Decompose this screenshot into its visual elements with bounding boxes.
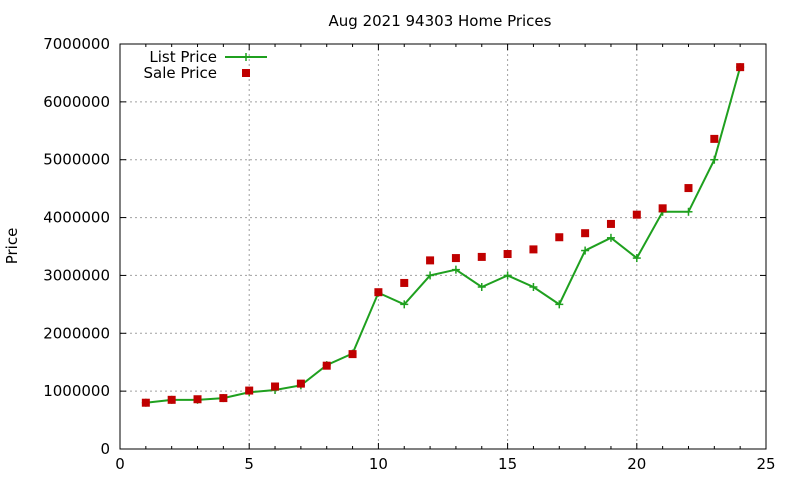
y-tick-label: 6000000 xyxy=(43,93,110,111)
list-price-point xyxy=(632,254,641,263)
sale-price-point xyxy=(426,256,435,265)
sale-price-point xyxy=(606,219,615,228)
chart-title: Aug 2021 94303 Home Prices xyxy=(329,12,552,30)
grid xyxy=(120,44,766,449)
x-tick-label: 5 xyxy=(244,455,254,473)
list-price-point xyxy=(684,207,693,216)
sale-price-point xyxy=(658,204,667,213)
sale-price-point xyxy=(245,386,254,395)
list-price-point xyxy=(477,283,486,291)
sale-price-point xyxy=(555,233,564,242)
legend-label-sale-price: Sale Price xyxy=(144,64,217,82)
y-tick-label: 0 xyxy=(100,440,110,458)
sale-price-point xyxy=(529,245,538,254)
sale-price-point xyxy=(710,134,719,143)
y-axis-label: Price xyxy=(3,228,21,265)
sale-price-point xyxy=(348,350,357,359)
plot-area xyxy=(141,63,745,407)
sale-price-point xyxy=(374,288,383,297)
legend-swatch-sale-price xyxy=(242,69,250,77)
list-price-point xyxy=(606,233,615,242)
x-tick-label: 25 xyxy=(756,455,775,473)
x-tick-label: 20 xyxy=(627,455,646,473)
sale-price-point xyxy=(271,382,280,391)
y-tick-label: 7000000 xyxy=(43,35,110,53)
list-price-point xyxy=(451,265,460,274)
sale-price-point xyxy=(581,229,590,238)
y-tick-label: 2000000 xyxy=(43,324,110,342)
sale-price-point xyxy=(193,395,202,404)
sale-price-point xyxy=(167,395,176,404)
axes: 0 5 10 15 20 25 0 1000000 2000000 3000000 4000000 5… xyxy=(43,35,775,473)
sale-price-point xyxy=(296,379,305,388)
list-price-point xyxy=(710,155,719,164)
sale-price-point xyxy=(632,210,641,219)
x-tick-label: 0 xyxy=(115,455,125,473)
x-tick-label: 10 xyxy=(369,455,388,473)
list-price-point xyxy=(400,300,409,309)
sale-price-point xyxy=(141,398,150,407)
list-price-point xyxy=(426,271,435,280)
plot-border xyxy=(119,43,767,450)
sale-price-point xyxy=(503,250,512,259)
list-price-point xyxy=(503,271,512,280)
list-price-point xyxy=(529,283,538,291)
sale-price-point xyxy=(451,254,460,263)
sale-price-point xyxy=(219,394,228,403)
sale-price-point xyxy=(736,63,745,72)
y-tick-label: 4000000 xyxy=(43,209,110,227)
sale-price-point xyxy=(400,278,409,287)
list-price-point xyxy=(581,246,590,255)
y-tick-label: 1000000 xyxy=(43,382,110,400)
y-tick-label: 3000000 xyxy=(43,266,110,284)
x-tick-label: 15 xyxy=(498,455,517,473)
list-price-line xyxy=(145,66,742,404)
sale-price-point xyxy=(477,252,486,261)
sale-price-point xyxy=(684,184,693,193)
legend-marker-list-price xyxy=(242,53,250,61)
sale-price-point xyxy=(322,361,331,370)
list-price-point xyxy=(555,300,564,309)
y-tick-label: 5000000 xyxy=(43,151,110,169)
legend-label-list-price: List Price xyxy=(149,48,217,66)
